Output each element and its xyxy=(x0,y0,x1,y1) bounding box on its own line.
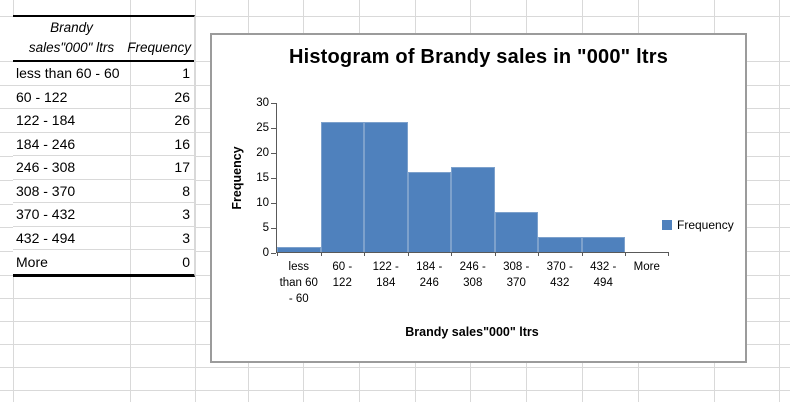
legend-label: Frequency xyxy=(677,218,734,232)
table-header-range-line2[interactable]: sales"000" ltrs xyxy=(28,40,115,55)
y-axis-tick-icon xyxy=(271,127,276,129)
x-tick-label: 60 - 122 xyxy=(332,261,353,289)
legend-swatch-icon xyxy=(662,220,672,230)
x-axis-tick-icon xyxy=(494,252,496,256)
cell-frequency-value[interactable]: 16 xyxy=(174,135,190,152)
x-tick-label: 370 - 432 xyxy=(546,261,573,289)
cell-frequency-value[interactable]: 26 xyxy=(174,112,190,129)
table-row: 432 - 494 3 xyxy=(13,227,194,250)
y-tick-label: 0 xyxy=(262,247,269,259)
histogram-bar[interactable] xyxy=(320,122,364,252)
histogram-bar[interactable] xyxy=(451,167,495,252)
y-axis-tick-icon xyxy=(271,202,276,204)
table-body: less than 60 - 60 1 60 - 122 26 122 - 184 26 1… xyxy=(13,62,194,274)
legend[interactable]: Frequency xyxy=(662,218,734,232)
cell-frequency-value[interactable]: 8 xyxy=(182,182,190,199)
cell-range-label[interactable]: 122 - 184 xyxy=(16,112,76,129)
x-tick-label: More xyxy=(633,261,660,273)
table-row: 122 - 184 26 xyxy=(13,109,194,133)
x-axis-tick-icon xyxy=(581,252,583,256)
table-row: 184 - 246 16 xyxy=(13,133,194,156)
y-axis-title[interactable]: Frequency xyxy=(230,146,244,210)
x-axis-tick-icon xyxy=(451,252,452,256)
y-axis-tick-icon xyxy=(271,177,276,179)
table-row: less than 60 - 60 1 xyxy=(13,62,194,86)
x-axis-tick-icon xyxy=(667,252,669,256)
sheet-gridline-vertical xyxy=(195,0,196,402)
y-axis-tick-icon xyxy=(271,252,276,254)
x-tick-label: 246 - 308 xyxy=(459,261,486,289)
table-row: 308 - 370 8 xyxy=(13,180,194,203)
table-column-divider xyxy=(130,17,131,274)
cell-range-label[interactable]: More xyxy=(16,253,48,270)
table-header-frequency[interactable]: Frequency xyxy=(127,40,191,55)
cell-frequency-value[interactable]: 17 xyxy=(174,159,190,176)
table-header-range-line1[interactable]: Brandy xyxy=(50,20,93,35)
histogram-bar[interactable] xyxy=(494,212,538,252)
histogram-bar[interactable] xyxy=(277,247,321,252)
x-tick-label: less than 60 - 60 xyxy=(279,261,318,305)
frequency-table: Brandy sales"000" ltrs Frequency less th… xyxy=(13,15,195,277)
y-axis-tick-icon xyxy=(271,102,276,104)
cell-range-label[interactable]: 60 - 122 xyxy=(16,88,68,105)
sheet-gridline-vertical xyxy=(779,0,780,402)
cell-range-label[interactable]: 308 - 370 xyxy=(16,182,76,199)
y-axis-tick-icon xyxy=(271,227,276,229)
cell-range-label[interactable]: 370 - 432 xyxy=(16,206,76,223)
cell-frequency-value[interactable]: 3 xyxy=(182,229,190,246)
histogram-bar[interactable] xyxy=(538,237,582,252)
cell-frequency-value[interactable]: 3 xyxy=(182,206,190,223)
table-row: 60 - 122 26 xyxy=(13,86,194,109)
y-tick-label: 10 xyxy=(256,197,269,209)
cell-range-label[interactable]: 246 - 308 xyxy=(16,159,76,176)
x-tick-label: 122 - 184 xyxy=(372,261,399,289)
cell-range-label[interactable]: 432 - 494 xyxy=(16,229,76,246)
table-header: Brandy sales"000" ltrs Frequency xyxy=(13,17,194,62)
histogram-bar[interactable] xyxy=(581,237,625,252)
cell-frequency-value[interactable]: 1 xyxy=(182,65,190,82)
plot-area[interactable]: 0 5 10 15 20 25 30 less than 60 - 60 60 - 122 122… xyxy=(256,97,669,305)
chart-title[interactable]: Histogram of Brandy sales in "000" ltrs xyxy=(288,46,669,68)
histogram-chart[interactable]: Histogram of Brandy sales in "000" ltrs … xyxy=(210,33,747,363)
table-row: 246 - 308 17 xyxy=(13,156,194,180)
histogram-bar[interactable] xyxy=(407,172,451,252)
y-axis-tick-icon xyxy=(271,152,276,154)
table-row: 370 - 432 3 xyxy=(13,203,194,227)
histogram-bar[interactable] xyxy=(364,122,408,252)
cell-range-label[interactable]: 184 - 246 xyxy=(16,135,76,152)
y-tick-label: 30 xyxy=(256,97,269,109)
x-axis-title[interactable]: Brandy sales"000" ltrs xyxy=(405,325,539,339)
x-axis-tick-icon xyxy=(407,252,409,256)
x-tick-label: 308 - 370 xyxy=(503,261,530,289)
x-axis-tick-icon xyxy=(277,252,278,256)
cell-frequency-value[interactable]: 26 xyxy=(174,88,190,105)
x-tick-label: 184 - 246 xyxy=(416,261,443,289)
y-tick-label: 20 xyxy=(256,147,269,159)
sheet-gridline-horizontal xyxy=(0,367,790,368)
y-tick-label: 5 xyxy=(262,222,269,234)
x-axis-tick-icon xyxy=(364,252,365,256)
sheet-gridline-horizontal xyxy=(0,16,790,17)
sheet-gridline-horizontal xyxy=(0,390,790,391)
y-tick-label: 15 xyxy=(256,172,269,184)
x-axis-tick-icon xyxy=(538,252,539,256)
cell-range-label[interactable]: less than 60 - 60 xyxy=(16,65,120,82)
y-tick-label: 25 xyxy=(256,122,269,134)
table-row: More 0 xyxy=(13,250,194,274)
x-axis-tick-icon xyxy=(320,252,322,256)
x-axis-tick-icon xyxy=(625,252,626,256)
x-tick-label: 432 - 494 xyxy=(590,261,617,289)
cell-frequency-value[interactable]: 0 xyxy=(182,253,190,270)
